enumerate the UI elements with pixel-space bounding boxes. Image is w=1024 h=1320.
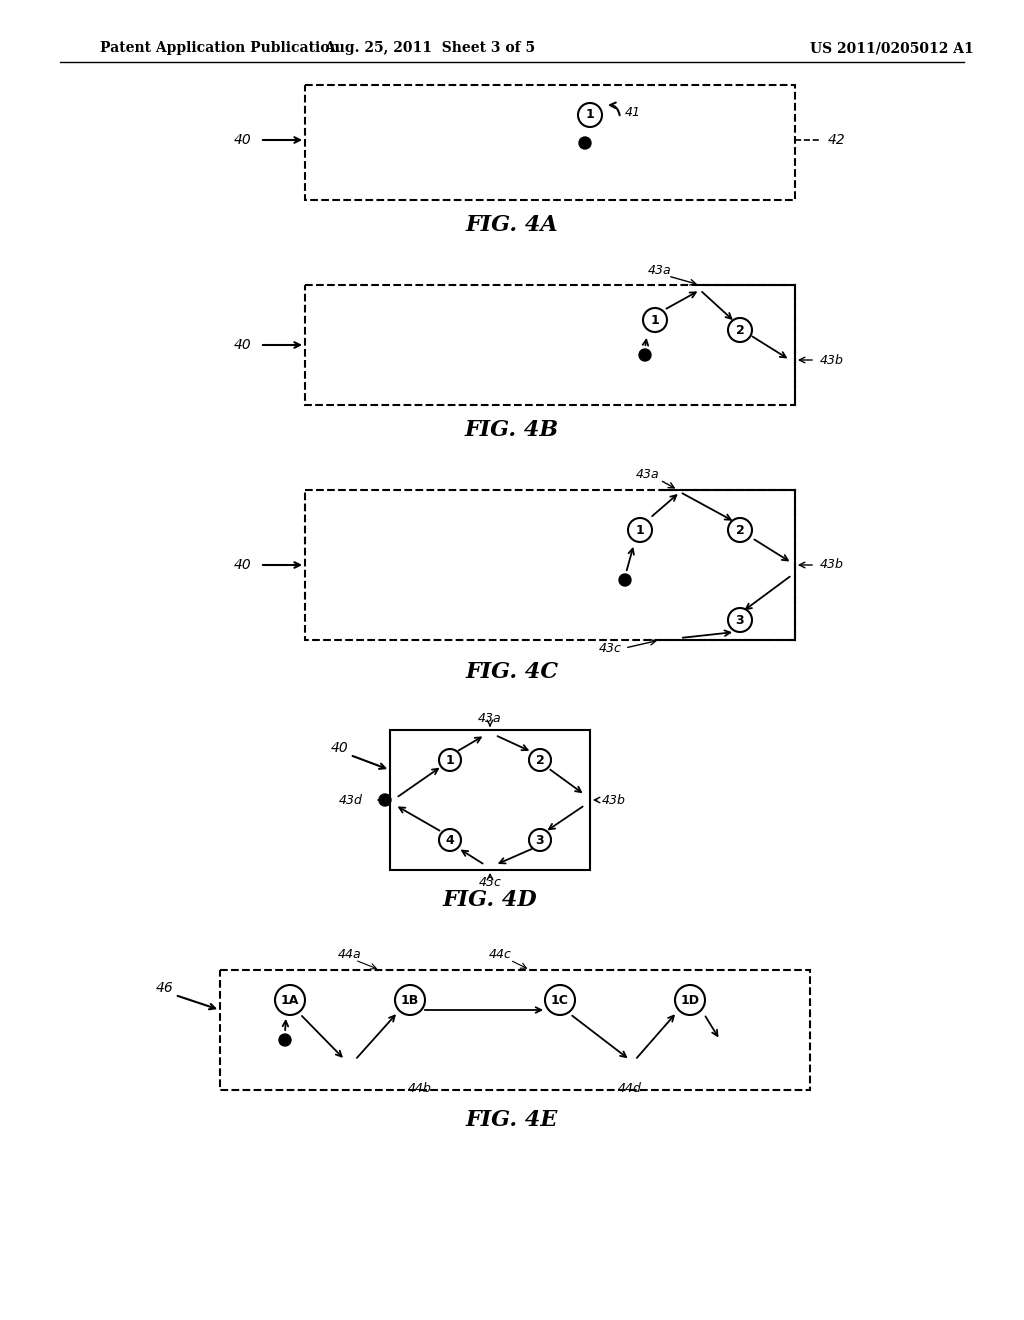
Text: FIG. 4C: FIG. 4C [466, 661, 558, 682]
Circle shape [639, 348, 651, 360]
Bar [220, 970, 810, 1090]
Text: 44a: 44a [338, 949, 361, 961]
Text: 43c: 43c [599, 642, 622, 655]
Circle shape [379, 795, 391, 807]
Text: 1: 1 [650, 314, 659, 326]
Text: 1: 1 [636, 524, 644, 536]
Circle shape [618, 574, 631, 586]
Text: 43d: 43d [339, 793, 362, 807]
Text: US 2011/0205012 A1: US 2011/0205012 A1 [810, 41, 974, 55]
Text: FIG. 4E: FIG. 4E [466, 1109, 558, 1131]
Text: 40: 40 [234, 133, 252, 147]
Text: Patent Application Publication: Patent Application Publication [100, 41, 340, 55]
Text: 4: 4 [445, 833, 455, 846]
Text: 44c: 44c [488, 949, 511, 961]
Text: 43b: 43b [820, 354, 844, 367]
Text: 43b: 43b [820, 558, 844, 572]
Text: 2: 2 [735, 524, 744, 536]
Text: Aug. 25, 2011  Sheet 3 of 5: Aug. 25, 2011 Sheet 3 of 5 [325, 41, 536, 55]
Bar [305, 490, 795, 640]
Text: 40: 40 [331, 741, 349, 755]
Text: 1: 1 [586, 108, 594, 121]
Circle shape [579, 137, 591, 149]
Text: 3: 3 [536, 833, 545, 846]
Text: 46: 46 [156, 981, 174, 995]
Circle shape [279, 1034, 291, 1045]
Text: FIG. 4A: FIG. 4A [466, 214, 558, 236]
Text: 1C: 1C [551, 994, 569, 1006]
Text: 1A: 1A [281, 994, 299, 1006]
Text: 44d: 44d [618, 1081, 642, 1094]
Text: 43a: 43a [478, 711, 502, 725]
Text: 40: 40 [234, 338, 252, 352]
Text: 2: 2 [735, 323, 744, 337]
Bar [305, 84, 795, 201]
Text: 43a: 43a [648, 264, 672, 276]
Text: 42: 42 [828, 133, 846, 147]
Text: 3: 3 [735, 614, 744, 627]
Text: 40: 40 [234, 558, 252, 572]
Text: 2: 2 [536, 754, 545, 767]
Text: 1B: 1B [400, 994, 419, 1006]
Text: 43a: 43a [636, 467, 659, 480]
Text: 41: 41 [625, 106, 641, 119]
Bar [390, 730, 590, 870]
Text: 43c: 43c [478, 875, 502, 888]
Bar [305, 285, 795, 405]
Text: 43b: 43b [602, 793, 626, 807]
Text: 44b: 44b [408, 1081, 432, 1094]
Text: 1: 1 [445, 754, 455, 767]
Text: 1D: 1D [681, 994, 699, 1006]
Text: FIG. 4B: FIG. 4B [465, 418, 559, 441]
Text: FIG. 4D: FIG. 4D [442, 888, 538, 911]
